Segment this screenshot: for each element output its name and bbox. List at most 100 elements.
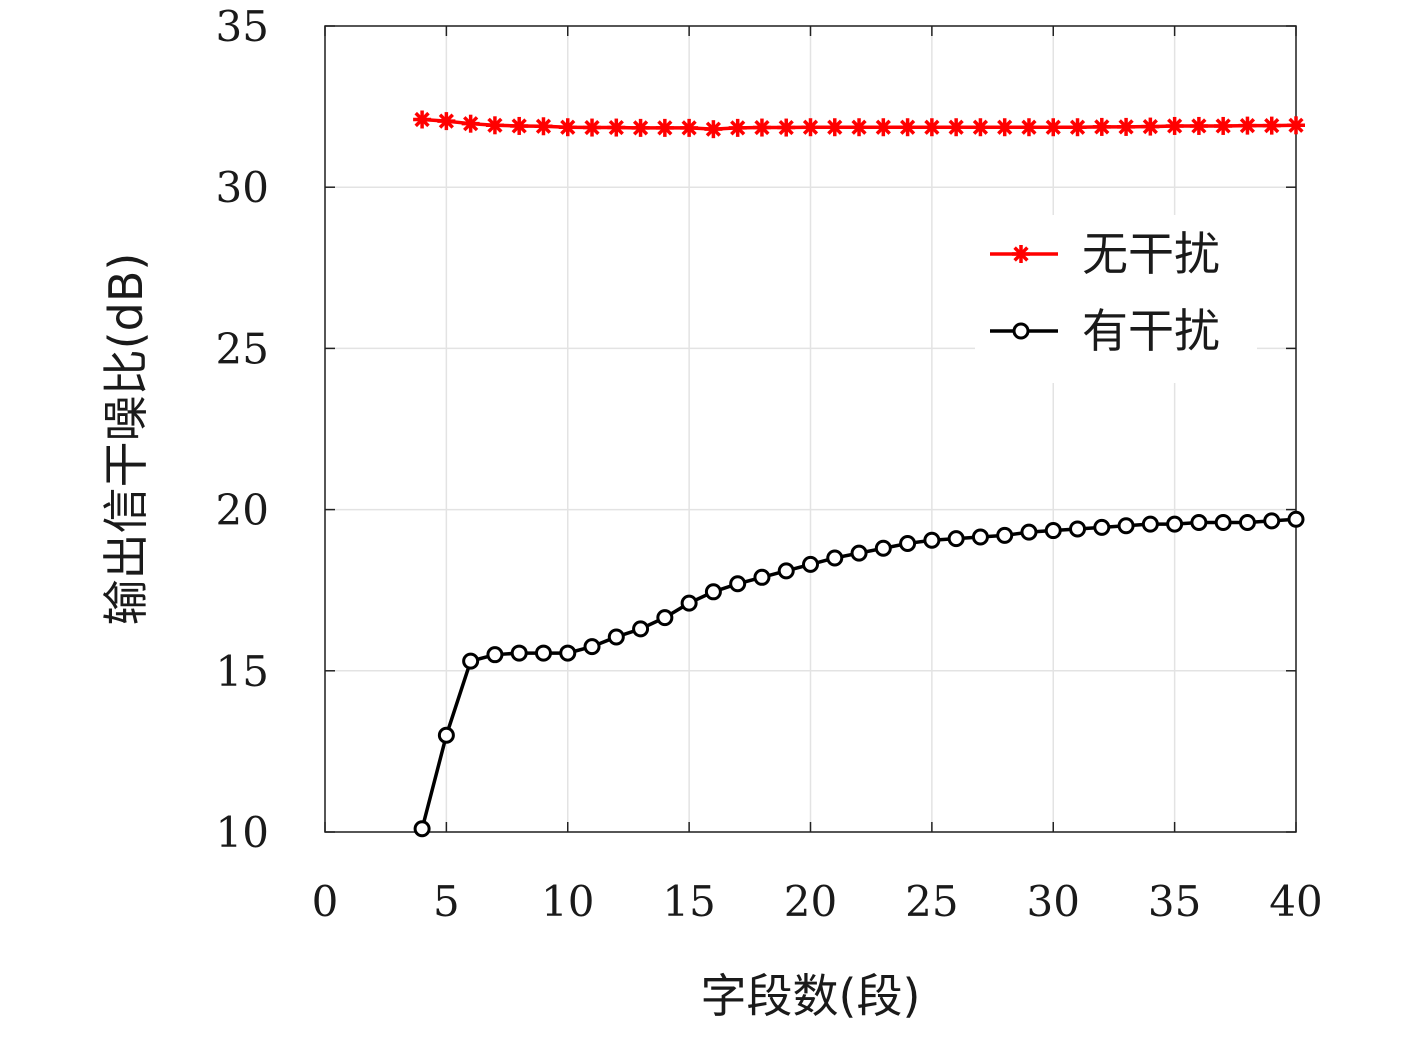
data-point-asterisk bbox=[1165, 116, 1184, 135]
data-point-asterisk bbox=[461, 114, 480, 133]
data-point-asterisk bbox=[801, 118, 820, 137]
data-point-asterisk bbox=[558, 118, 577, 137]
data-point-circle bbox=[1141, 515, 1159, 533]
data-point-circle bbox=[1263, 512, 1281, 530]
legend-item-1: 无干扰 bbox=[990, 227, 1220, 281]
data-point-asterisk bbox=[607, 118, 626, 137]
data-point-asterisk bbox=[583, 118, 602, 137]
data-point-circle bbox=[510, 644, 528, 662]
data-point-asterisk bbox=[752, 118, 771, 137]
data-point-circle bbox=[1214, 513, 1232, 531]
data-point-asterisk bbox=[728, 118, 747, 137]
y-axis-label: 输出信干噪比(dB) bbox=[99, 253, 153, 626]
data-point-circle bbox=[559, 644, 577, 662]
data-point-circle bbox=[923, 531, 941, 549]
series-group bbox=[413, 110, 1305, 838]
y-tick-label: 15 bbox=[216, 647, 269, 696]
data-point-circle bbox=[753, 568, 771, 586]
legend-marker-asterisk bbox=[1012, 245, 1030, 263]
data-point-asterisk bbox=[1068, 118, 1087, 137]
y-tick-label: 25 bbox=[216, 324, 269, 373]
data-point-asterisk bbox=[1117, 117, 1136, 136]
series-1 bbox=[413, 110, 1305, 139]
data-point-asterisk bbox=[947, 118, 966, 137]
data-point-circle bbox=[826, 549, 844, 567]
data-point-asterisk bbox=[485, 116, 504, 135]
data-point-asterisk bbox=[1141, 117, 1160, 136]
data-point-circle bbox=[680, 594, 698, 612]
x-tick-label: 30 bbox=[1027, 877, 1080, 926]
legend-label: 无干扰 bbox=[1082, 227, 1220, 281]
data-point-circle bbox=[777, 562, 795, 580]
data-point-circle bbox=[1166, 515, 1184, 533]
data-point-asterisk bbox=[631, 118, 650, 137]
data-point-circle bbox=[729, 575, 747, 593]
legend-box bbox=[975, 215, 1257, 383]
x-tick-label: 35 bbox=[1148, 877, 1201, 926]
x-tick-label: 5 bbox=[433, 877, 460, 926]
data-point-circle bbox=[632, 620, 650, 638]
data-point-circle bbox=[534, 644, 552, 662]
data-point-asterisk bbox=[534, 117, 553, 136]
data-point-circle bbox=[462, 652, 480, 670]
data-point-asterisk bbox=[874, 118, 893, 137]
data-point-circle bbox=[850, 544, 868, 562]
data-point-asterisk bbox=[777, 118, 796, 137]
data-point-asterisk bbox=[825, 118, 844, 137]
data-point-asterisk bbox=[680, 118, 699, 137]
data-point-asterisk bbox=[1019, 118, 1038, 137]
x-tick-label: 40 bbox=[1269, 877, 1322, 926]
data-point-asterisk bbox=[655, 118, 674, 137]
legend-marker-circle bbox=[1012, 322, 1030, 340]
data-point-asterisk bbox=[1092, 117, 1111, 136]
data-point-asterisk bbox=[1287, 116, 1305, 135]
series-line bbox=[420, 517, 1297, 830]
data-point-circle bbox=[656, 609, 674, 627]
data-point-asterisk bbox=[1189, 116, 1208, 135]
data-point-circle bbox=[704, 583, 722, 601]
x-tick-label: 15 bbox=[662, 877, 715, 926]
data-point-asterisk bbox=[922, 118, 941, 137]
data-point-circle bbox=[486, 646, 504, 664]
data-point-asterisk bbox=[1238, 116, 1257, 135]
data-point-circle bbox=[996, 526, 1014, 544]
data-point-circle bbox=[874, 539, 892, 557]
x-tick-label: 10 bbox=[541, 877, 594, 926]
data-point-circle bbox=[1044, 522, 1062, 540]
x-tick-label: 0 bbox=[312, 877, 339, 926]
grid bbox=[324, 25, 1297, 833]
data-point-asterisk bbox=[1262, 116, 1281, 135]
data-point-circle bbox=[1069, 520, 1087, 538]
legend-item-2: 有干扰 bbox=[990, 304, 1220, 358]
data-point-asterisk bbox=[704, 120, 723, 139]
data-point-circle bbox=[1020, 523, 1038, 541]
data-point-asterisk bbox=[995, 118, 1014, 137]
x-axis-label: 字段数(段) bbox=[701, 969, 921, 1023]
data-point-circle bbox=[947, 530, 965, 548]
data-point-asterisk bbox=[413, 110, 432, 129]
data-point-asterisk bbox=[437, 112, 456, 131]
data-point-asterisk bbox=[850, 118, 869, 137]
x-tick-label: 20 bbox=[784, 877, 837, 926]
data-point-circle bbox=[607, 628, 625, 646]
data-point-circle bbox=[437, 726, 455, 744]
data-point-asterisk bbox=[971, 118, 990, 137]
data-point-asterisk bbox=[1214, 116, 1233, 135]
series-2 bbox=[413, 510, 1305, 838]
data-point-circle bbox=[971, 528, 989, 546]
x-tick-label: 25 bbox=[905, 877, 958, 926]
data-point-asterisk bbox=[510, 116, 529, 135]
y-tick-label: 35 bbox=[216, 2, 269, 51]
data-point-circle bbox=[1190, 513, 1208, 531]
y-tick-label: 30 bbox=[216, 163, 269, 212]
data-point-circle bbox=[1117, 517, 1135, 535]
y-tick-label: 10 bbox=[216, 808, 269, 857]
data-point-circle bbox=[413, 820, 431, 838]
data-point-circle bbox=[1093, 518, 1111, 536]
data-point-circle bbox=[899, 534, 917, 552]
axis-ticks: 0 5 10 15 20 25 30 35 40 10 15 20 25 30 35 bbox=[216, 2, 1323, 926]
legend-label: 有干扰 bbox=[1082, 304, 1220, 358]
data-point-asterisk bbox=[898, 118, 917, 137]
data-point-asterisk bbox=[1044, 118, 1063, 137]
data-point-circle bbox=[583, 638, 601, 656]
